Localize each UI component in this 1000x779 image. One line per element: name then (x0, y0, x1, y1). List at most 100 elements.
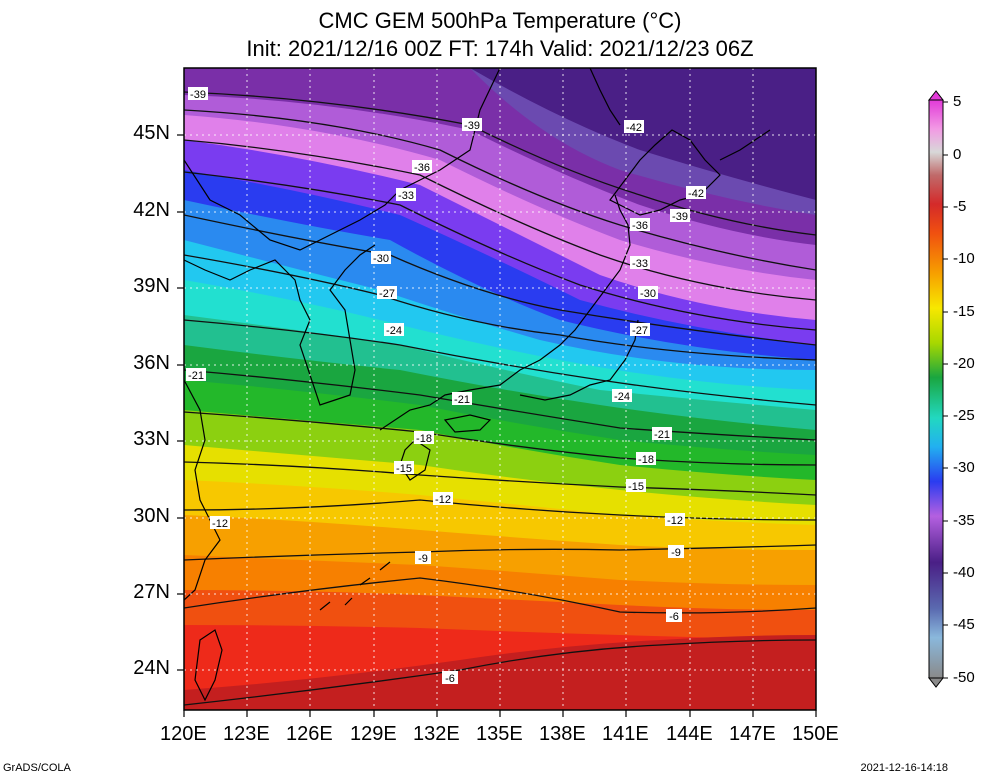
svg-text:-18: -18 (416, 433, 432, 445)
contour-label: -15 (626, 479, 646, 493)
colorbar-label: 0 (953, 146, 962, 163)
svg-text:-21: -21 (454, 394, 470, 406)
contour-label: -12 (665, 513, 685, 527)
lon-label: 129E (350, 723, 397, 745)
lon-label: 150E (792, 723, 839, 745)
svg-text:-30: -30 (640, 288, 656, 300)
lon-label: 135E (476, 723, 523, 745)
colorbar-label: -20 (953, 355, 975, 372)
contour-label: -33 (396, 188, 416, 202)
contour-label: -27 (630, 323, 650, 337)
svg-text:-21: -21 (654, 429, 670, 441)
contour-label: -18 (414, 431, 434, 445)
svg-text:-18: -18 (638, 454, 654, 466)
lat-label: 33N (133, 428, 170, 450)
lon-label: 120E (160, 723, 207, 745)
lat-label: 24N (133, 657, 170, 679)
contour-label: -6 (442, 671, 458, 685)
svg-text:-12: -12 (667, 515, 683, 527)
svg-text:-24: -24 (386, 325, 402, 337)
colorbar-label: -35 (953, 512, 975, 529)
contour-label: -39 (462, 118, 482, 132)
lat-label: 27N (133, 581, 170, 603)
svg-text:-9: -9 (671, 547, 681, 559)
contour-label: -21 (452, 392, 472, 406)
colorbar-label: -15 (953, 303, 975, 320)
colorbar (927, 90, 948, 688)
lon-label: 123E (223, 723, 270, 745)
contour-label: -12 (433, 492, 453, 506)
lat-label: 39N (133, 275, 170, 297)
contour-label: -39 (670, 209, 690, 223)
contour-labels: -39 -39 -42 -36 -33 -42 -39 -36 -30 -33 … (186, 87, 706, 685)
svg-text:-12: -12 (212, 518, 228, 530)
graticule (184, 68, 816, 710)
svg-text:-27: -27 (379, 288, 395, 300)
svg-text:-24: -24 (614, 391, 630, 403)
colorbar-scale (928, 99, 944, 679)
svg-text:-12: -12 (435, 494, 451, 506)
contour-label: -33 (630, 256, 650, 270)
colorbar-label: -10 (953, 250, 975, 267)
svg-text:-27: -27 (632, 325, 648, 337)
colorbar-label: -45 (953, 616, 975, 633)
contour-label: -30 (371, 251, 391, 265)
contour-label: -30 (638, 286, 658, 300)
contour-label: -24 (384, 323, 404, 337)
lon-label: 126E (286, 723, 333, 745)
credit-grads: GrADS/COLA (3, 762, 71, 774)
colorbar-label: -30 (953, 459, 975, 476)
svg-text:-42: -42 (688, 188, 704, 200)
contour-label: -42 (624, 120, 644, 134)
contour-label: -21 (652, 427, 672, 441)
contour-label: -42 (686, 186, 706, 200)
svg-text:-33: -33 (398, 190, 414, 202)
contour-label: -6 (666, 609, 682, 623)
contour-label: -12 (210, 516, 230, 530)
isotherm-lines (184, 91, 816, 706)
lat-label: 36N (133, 352, 170, 374)
colorbar-bottom-arrow (927, 677, 945, 688)
credit-timestamp: 2021-12-16-14:18 (860, 762, 948, 774)
colorbar-label: -5 (953, 198, 967, 215)
contour-label: -36 (630, 218, 650, 232)
contour-label: -39 (188, 87, 208, 101)
contour-label: -18 (636, 452, 656, 466)
contour-label: -24 (612, 389, 632, 403)
svg-text:-36: -36 (632, 220, 648, 232)
lat-label: 42N (133, 199, 170, 221)
svg-text:-6: -6 (445, 673, 455, 685)
svg-text:-6: -6 (669, 611, 679, 623)
svg-text:-39: -39 (672, 211, 688, 223)
contour-label: -27 (377, 286, 397, 300)
colorbar-label: -40 (953, 564, 975, 581)
svg-text:-15: -15 (628, 481, 644, 493)
svg-text:-21: -21 (188, 370, 204, 382)
svg-text:-9: -9 (418, 553, 428, 565)
contour-label: -9 (415, 551, 431, 565)
contour-label: -21 (186, 368, 206, 382)
svg-text:-33: -33 (632, 258, 648, 270)
lon-label: 138E (539, 723, 586, 745)
svg-text:-39: -39 (190, 89, 206, 101)
coastlines (184, 68, 771, 702)
lon-label: 132E (413, 723, 460, 745)
svg-text:-36: -36 (414, 162, 430, 174)
svg-text:-15: -15 (396, 463, 412, 475)
contour-label: -9 (668, 545, 684, 559)
lon-label: 141E (602, 723, 649, 745)
lat-label: 45N (133, 122, 170, 144)
colorbar-label: -25 (953, 407, 975, 424)
colorbar-label: -50 (953, 669, 975, 686)
axis-ticks (177, 134, 817, 717)
colorbar-label: 5 (953, 93, 962, 110)
map-subtitle: Init: 2021/12/16 00Z FT: 174h Valid: 202… (246, 36, 754, 61)
lat-label: 30N (133, 505, 170, 527)
colorbar-top-arrow (927, 90, 945, 101)
svg-text:-30: -30 (373, 253, 389, 265)
contour-label: -36 (412, 160, 432, 174)
lon-label: 144E (666, 723, 713, 745)
svg-text:-42: -42 (626, 122, 642, 134)
svg-text:-39: -39 (464, 120, 480, 132)
